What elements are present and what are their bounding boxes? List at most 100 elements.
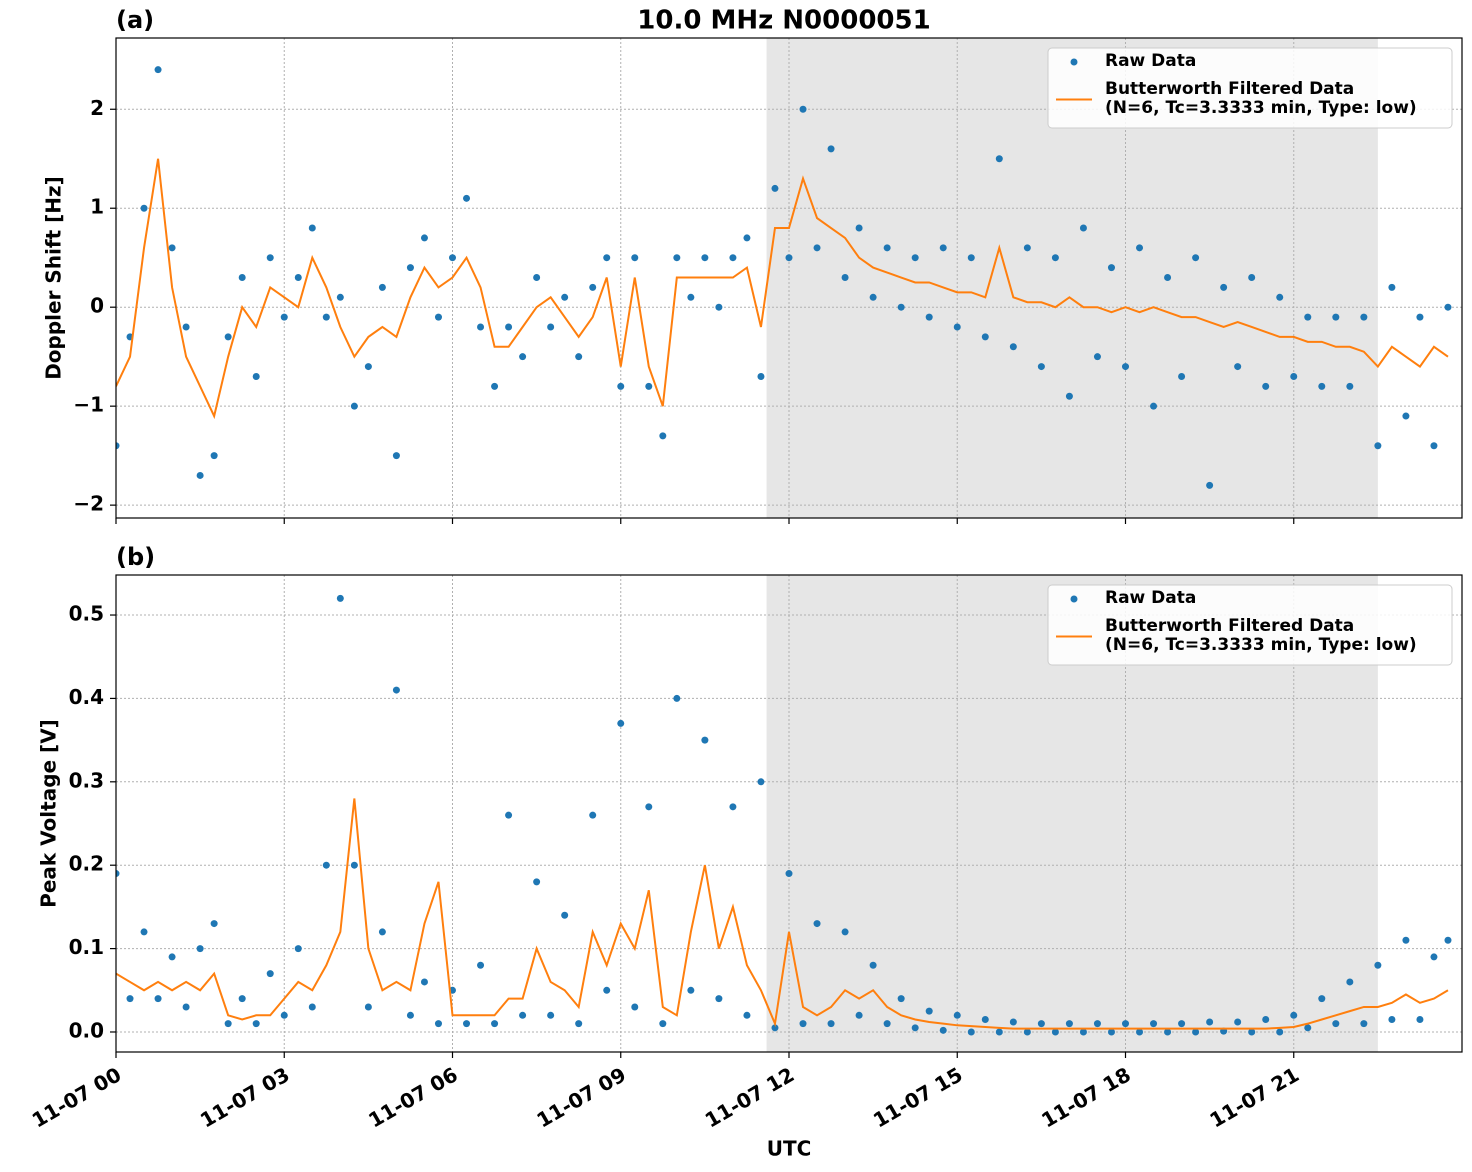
raw-point	[869, 293, 877, 301]
raw-point	[252, 372, 260, 380]
raw-point	[350, 402, 358, 410]
raw-point	[238, 995, 246, 1003]
raw-point	[1192, 1028, 1200, 1036]
raw-point	[140, 204, 148, 212]
raw-point	[406, 264, 414, 272]
raw-point	[1107, 1028, 1115, 1036]
raw-point	[1136, 1028, 1144, 1036]
raw-point	[533, 274, 541, 282]
y-tick-label: 0.0	[69, 1018, 104, 1042]
raw-point	[1023, 1028, 1031, 1036]
raw-point	[575, 1020, 583, 1028]
legend-entry: Butterworth Filtered Data (N=6, Tc=3.333…	[1105, 617, 1417, 655]
raw-point	[715, 303, 723, 311]
raw-point	[140, 928, 148, 936]
raw-point	[126, 995, 134, 1003]
figure-title: 10.0 MHz N0000051	[637, 6, 930, 36]
raw-point	[925, 313, 933, 321]
raw-point	[743, 1011, 751, 1019]
raw-point	[1332, 313, 1340, 321]
raw-point	[420, 234, 428, 242]
raw-point	[308, 224, 316, 232]
raw-point	[631, 254, 639, 262]
raw-point	[981, 1015, 989, 1023]
raw-point	[561, 293, 569, 301]
raw-point	[519, 353, 527, 361]
y-tick-label: 1	[90, 195, 104, 219]
raw-point	[392, 452, 400, 460]
x-axis-label: UTC	[767, 1137, 812, 1161]
y-tick-label: 0.5	[69, 602, 104, 626]
axes-frame	[115, 37, 1463, 519]
raw-point	[757, 372, 765, 380]
raw-point	[1304, 1024, 1312, 1032]
raw-point	[953, 323, 961, 331]
raw-point	[1150, 1020, 1158, 1028]
raw-point	[1122, 363, 1129, 371]
legend-entry: Raw Data	[1105, 589, 1196, 608]
raw-point	[505, 811, 513, 819]
raw-point	[1276, 1028, 1284, 1036]
y-tick-label: −2	[73, 492, 104, 516]
raw-point	[364, 1003, 372, 1011]
raw-point	[210, 920, 218, 928]
raw-point	[617, 719, 625, 727]
raw-point	[813, 920, 821, 928]
raw-point	[547, 1011, 555, 1019]
raw-point	[911, 254, 919, 262]
raw-point	[953, 1011, 961, 1019]
raw-point	[617, 382, 625, 390]
raw-point	[799, 1020, 807, 1028]
legend-entry: Butterworth Filtered Data (N=6, Tc=3.333…	[1105, 80, 1417, 118]
x-tick-label: 11-07 15	[869, 1062, 967, 1132]
raw-point	[1079, 224, 1087, 232]
legend-box	[1047, 47, 1453, 129]
raw-point	[603, 986, 611, 994]
raw-point	[477, 323, 485, 331]
raw-point	[1248, 1028, 1256, 1036]
raw-point	[771, 1024, 779, 1032]
raw-point	[1136, 244, 1144, 252]
raw-point	[1360, 1020, 1368, 1028]
raw-point	[995, 155, 1003, 163]
raw-point	[1150, 402, 1158, 410]
raw-point	[1051, 254, 1059, 262]
raw-point	[1178, 372, 1186, 380]
y-axis-label: Peak Voltage [V]	[37, 719, 61, 908]
y-tick-label: 0.2	[69, 852, 104, 876]
y-tick-label: 0.4	[69, 685, 104, 709]
raw-point	[1093, 1020, 1101, 1028]
raw-point	[434, 313, 442, 321]
legend-marker	[1070, 595, 1078, 603]
raw-point	[1262, 382, 1270, 390]
raw-point	[1051, 1028, 1059, 1036]
raw-point	[967, 1028, 975, 1036]
axes-frame	[115, 574, 1463, 1053]
raw-point	[981, 333, 989, 341]
raw-point	[350, 861, 358, 869]
raw-point	[1388, 283, 1396, 291]
legend-marker	[1070, 58, 1078, 66]
raw-point	[1037, 363, 1045, 371]
raw-point	[1234, 1018, 1242, 1026]
raw-point	[1009, 343, 1017, 351]
raw-point	[939, 1026, 947, 1034]
raw-point	[897, 303, 905, 311]
raw-point	[449, 254, 456, 262]
raw-point	[491, 1020, 499, 1028]
raw-point	[673, 694, 681, 702]
raw-point	[322, 313, 330, 321]
raw-point	[1318, 995, 1326, 1003]
legend-label: Butterworth Filtered Data (N=6, Tc=3.333…	[1105, 617, 1417, 655]
raw-point	[883, 1020, 891, 1028]
raw-point	[813, 244, 821, 252]
filtered-line	[116, 798, 1449, 1030]
raw-point	[266, 254, 274, 262]
raw-point	[659, 432, 667, 440]
raw-point	[967, 254, 975, 262]
raw-point	[1276, 293, 1284, 301]
x-tick-label: 11-07 12	[701, 1062, 799, 1132]
filtered-line	[116, 158, 1449, 420]
raw-point	[897, 995, 905, 1003]
raw-point	[729, 803, 737, 811]
